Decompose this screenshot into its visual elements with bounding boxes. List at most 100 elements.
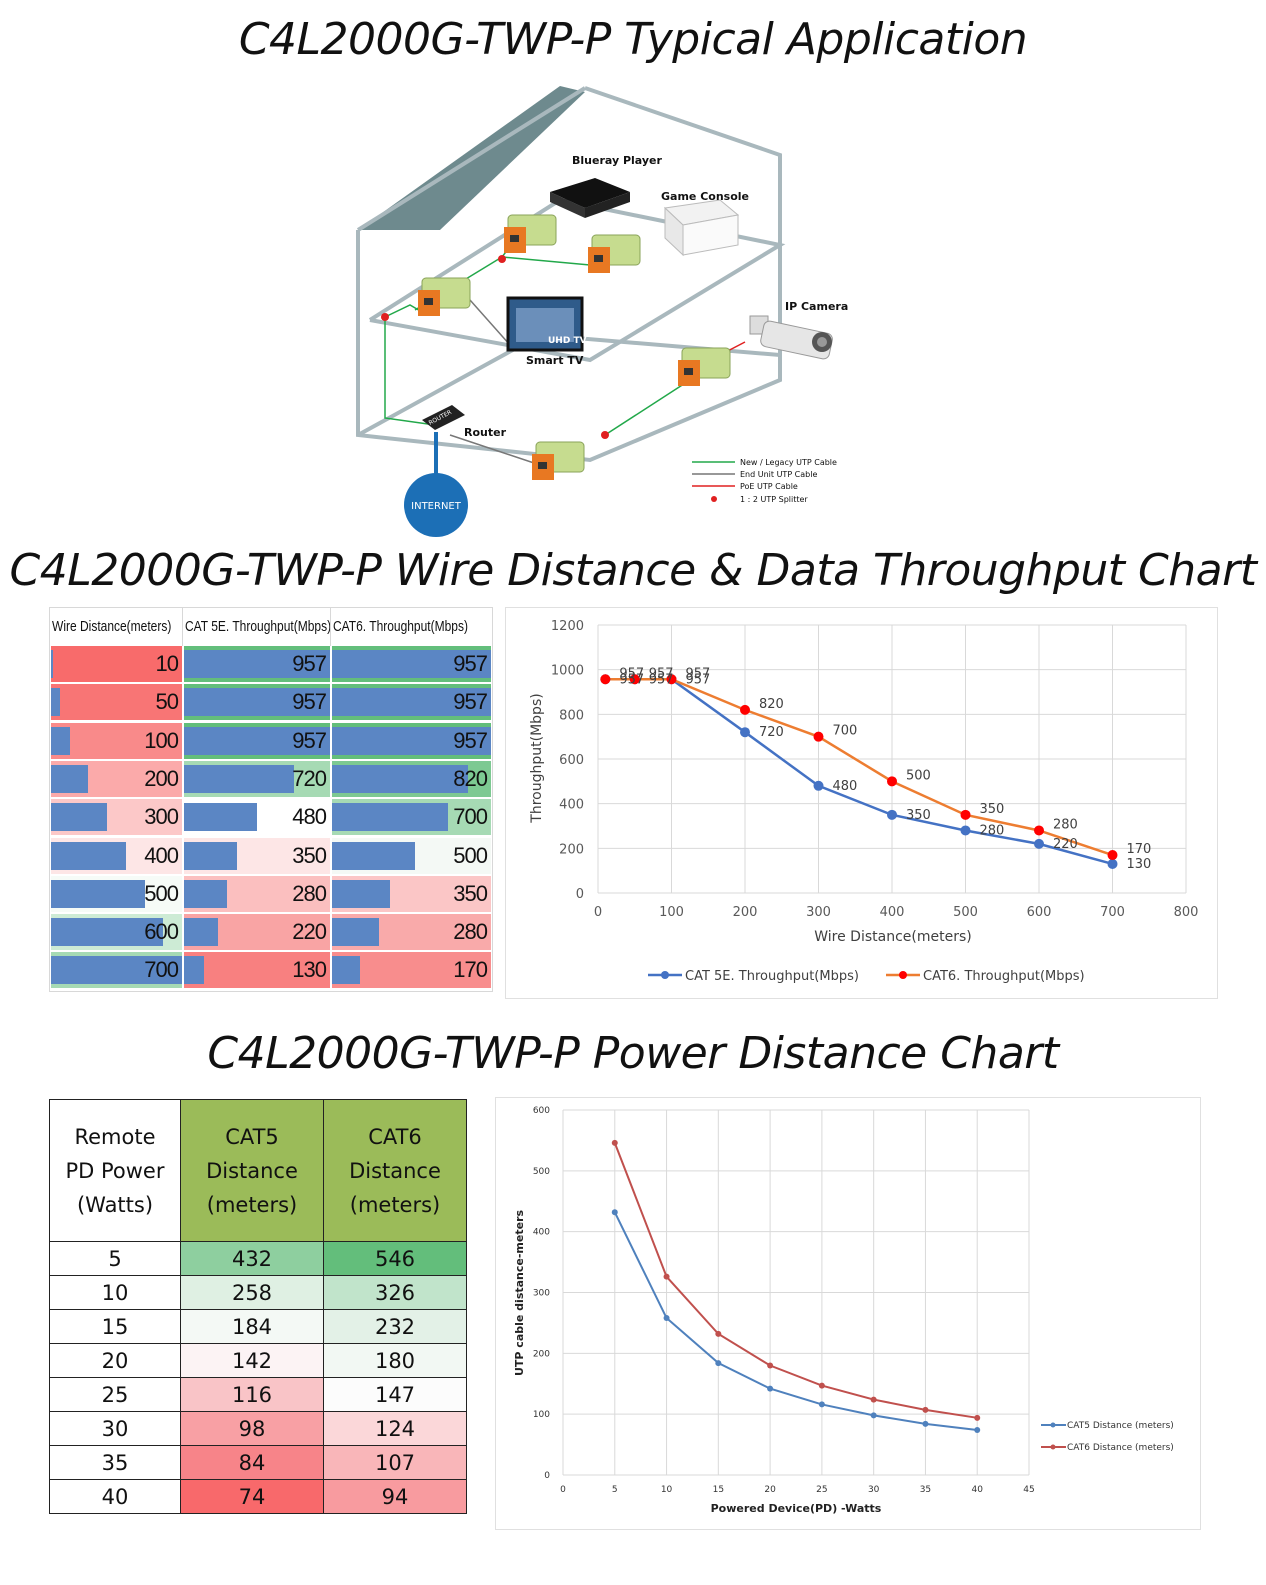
cell-value: 400 [144, 842, 179, 868]
data-point [1107, 850, 1118, 861]
cell-value: 480 [292, 804, 327, 830]
cell-value: 130 [292, 957, 327, 983]
throughput-cell-distance: 700 [51, 952, 182, 989]
x-tick-label: 45 [1023, 1485, 1034, 1495]
data-bar [51, 688, 61, 717]
throughput-chart-svg: 0 200 400 600 800 1000 1200 0 100 200 300 400 500 600… [529, 619, 1198, 984]
throughput-chart: 0 200 400 600 800 1000 1200 0 100 200 300 400 500 600… [505, 607, 1218, 999]
data-label: 957 [649, 672, 674, 687]
throughput-cell-distance: 100 [51, 722, 182, 759]
blueray-player-icon [550, 178, 630, 208]
y-tick-label: 300 [533, 1289, 550, 1299]
data-bar [51, 650, 53, 678]
data-bar [184, 841, 238, 870]
legend-item-label: 1 : 2 UTP Splitter [740, 495, 808, 504]
data-bar [51, 841, 126, 870]
cell-value: 820 [453, 765, 488, 791]
x-tick-label: 35 [920, 1485, 931, 1495]
y-tick-label: 500 [533, 1167, 550, 1177]
cell-value: 500 [144, 880, 179, 906]
y-tick-label: 0 [544, 1471, 550, 1481]
throughput-cell-distance: 300 [51, 799, 182, 836]
x-tick-label: 40 [971, 1485, 983, 1495]
y-tick-label: 800 [559, 708, 584, 723]
data-point [870, 1396, 877, 1403]
data-bar [332, 918, 379, 947]
data-label: 957 [686, 672, 711, 687]
data-label: 480 [833, 779, 858, 794]
data-label: 720 [759, 725, 784, 740]
power-cell-cat6: 232 [323, 1309, 467, 1344]
data-bar [184, 726, 330, 755]
header-line: PD Power [65, 1158, 165, 1183]
ip-camera-label: IP Camera [785, 300, 848, 313]
series-line-0 [605, 678, 1113, 866]
throughput-cell-distance: 600 [51, 914, 182, 951]
cell-value: 957 [453, 651, 488, 676]
x-tick-label: 0 [594, 905, 602, 920]
header-cat6: CAT6. Throughput(Mbps) [331, 608, 492, 646]
data-label: 130 [1127, 857, 1152, 872]
application-diagram: UHD TV ROUTER INTERNET Blueray Player Ga… [356, 86, 848, 537]
throughput-cell-cat5e: 280 [184, 875, 330, 912]
data-bar [332, 764, 469, 793]
power-cell-cat5: 432 [180, 1241, 324, 1276]
data-bar [51, 918, 164, 947]
cell-value: 200 [144, 765, 179, 791]
power-cell-cat6: 94 [323, 1479, 467, 1514]
data-bar [332, 650, 491, 678]
power-cell-cat5: 142 [180, 1343, 324, 1378]
throughput-cell-cat5e: 220 [184, 914, 330, 951]
power-cell-watts: 15 [49, 1309, 181, 1344]
power-cell-cat5: 84 [180, 1445, 324, 1480]
x-tick-label: 15 [713, 1485, 724, 1495]
cell-value: 957 [292, 651, 327, 676]
throughput-cell-distance: 10 [51, 646, 182, 682]
power-table-header: Remote PD Power (Watts) CAT5 Distance (m… [49, 1099, 467, 1242]
throughput-cell-distance: 50 [51, 684, 182, 721]
cell-value: 100 [144, 727, 179, 753]
ip-camera-icon [749, 315, 833, 360]
data-bar [332, 688, 491, 717]
x-tick-label: 0 [560, 1485, 566, 1495]
data-point [666, 674, 677, 685]
header-line: Remote [74, 1124, 156, 1149]
cell-value: 600 [144, 919, 179, 945]
series-line-0 [613, 1211, 978, 1431]
header-line: (meters) [349, 1192, 441, 1217]
data-point [922, 1420, 929, 1427]
power-cell-cat5: 184 [180, 1309, 324, 1344]
throughput-cell-cat5e: 130 [184, 952, 330, 989]
throughput-cell-cat5e: 957 [184, 722, 330, 759]
x-axis-label: Powered Device(PD) -Watts [711, 1502, 882, 1515]
cell-value: 957 [292, 727, 327, 753]
data-point [870, 1412, 877, 1419]
power-cell-cat5: 98 [180, 1411, 324, 1446]
data-point [611, 1139, 618, 1146]
x-tick-label: 700 [1100, 905, 1125, 920]
power-table-body: 5 432 546 10 258 326 15 184 232 20 142 180 25 116 147 3… [49, 1241, 467, 1514]
x-tick-label: 5 [612, 1485, 618, 1495]
throughput-title: C4L2000G-TWP-P Wire Distance & Data Thro… [9, 545, 1257, 596]
cell-value: 700 [453, 804, 488, 830]
power-cell-watts: 10 [49, 1275, 181, 1310]
power-cell-cat6: 546 [323, 1241, 467, 1276]
power-cell-cat6: 180 [323, 1343, 467, 1378]
power-title: C4L2000G-TWP-P Power Distance Chart [207, 1028, 1059, 1079]
cell-value: 720 [292, 765, 327, 791]
header-text: Wire Distance(meters) [52, 618, 172, 635]
cell-value: 350 [292, 842, 327, 868]
header-cat5e: CAT 5E. Throughput(Mbps) [183, 608, 331, 646]
legend-item-label: New / Legacy UTP Cable [740, 458, 837, 467]
data-bar [184, 918, 218, 947]
power-cell-watts: 35 [49, 1445, 181, 1480]
y-tick-label: 400 [533, 1228, 550, 1238]
data-bar [332, 879, 391, 908]
header-line: CAT6 [368, 1124, 422, 1149]
data-label: 957 [619, 666, 644, 681]
table-row: 15 184 232 [49, 1309, 467, 1344]
cell-value: 500 [453, 842, 488, 868]
power-cell-cat6: 147 [323, 1377, 467, 1412]
router-label: Router [464, 426, 507, 439]
y-axis-label: Throughput(Mbps) [529, 693, 545, 823]
